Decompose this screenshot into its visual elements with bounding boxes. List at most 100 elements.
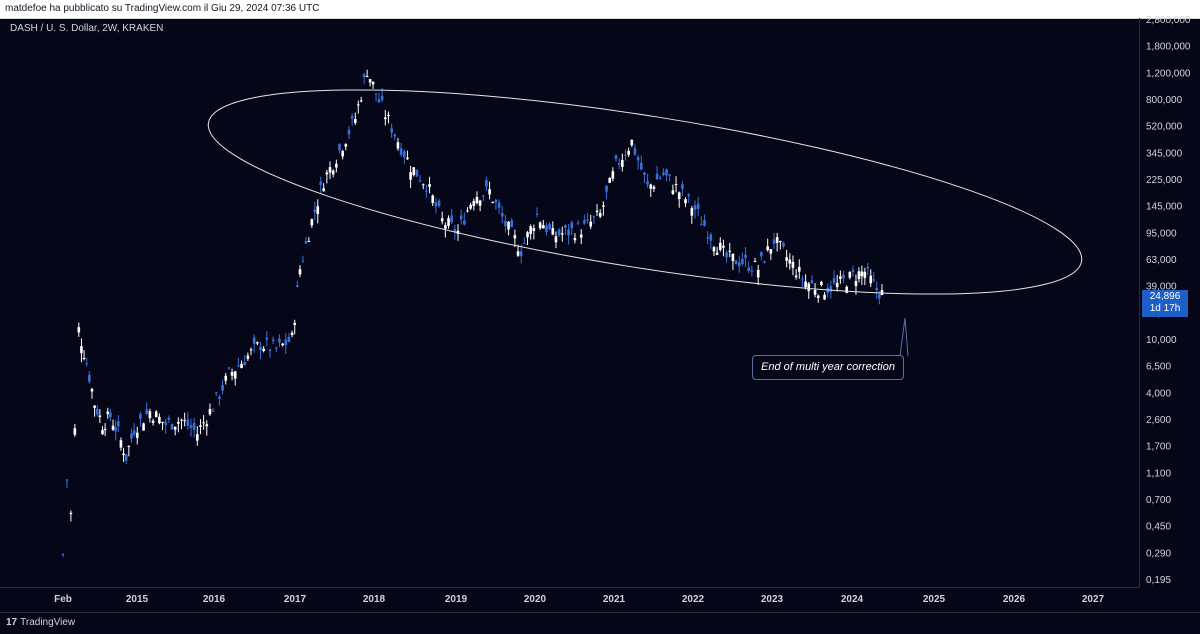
candle-body	[529, 226, 532, 234]
candle-body	[696, 203, 700, 209]
candle-body	[760, 252, 763, 257]
time-tick-label: Feb	[54, 594, 72, 605]
candle-body	[731, 253, 735, 262]
candle-body	[671, 190, 675, 194]
candle-body	[262, 348, 265, 352]
candle-body	[440, 218, 444, 222]
candle-body	[797, 267, 801, 272]
candle-body	[466, 210, 469, 212]
candle-body	[268, 349, 272, 352]
candle-body	[542, 224, 545, 229]
candle-body	[681, 184, 684, 189]
candle-body	[579, 234, 583, 238]
candle-body	[347, 129, 351, 135]
candle-body	[655, 173, 659, 180]
candle-body	[816, 295, 820, 299]
candle-body	[252, 337, 256, 344]
price-tick-label: 10,000	[1146, 335, 1177, 346]
candle-body	[586, 219, 589, 221]
candle-body	[551, 228, 555, 235]
price-tick-label: 800,000	[1146, 95, 1183, 106]
candle-body	[237, 365, 240, 367]
candle-body	[835, 282, 839, 288]
candle-body	[617, 162, 621, 165]
candle-body	[69, 512, 73, 515]
candle-body	[167, 417, 171, 420]
candle-body	[662, 172, 665, 175]
candle-body	[183, 420, 186, 422]
candle-body	[598, 212, 602, 217]
chart-pane[interactable]	[0, 18, 1140, 588]
candle-body	[227, 367, 231, 369]
time-tick-label: 2021	[603, 594, 626, 605]
candle-body	[73, 428, 77, 435]
candle-body	[472, 200, 476, 207]
candle-body	[316, 206, 320, 214]
candle-body	[310, 219, 314, 226]
candle-body	[186, 419, 190, 426]
candle-body	[750, 270, 754, 272]
candle-body	[132, 430, 136, 435]
candle-body	[148, 411, 152, 419]
candle-body	[158, 416, 161, 424]
candle-body	[173, 426, 177, 430]
candle-body	[233, 371, 237, 379]
candle-body	[418, 180, 422, 182]
candle-body	[869, 275, 873, 284]
candle-body	[567, 229, 570, 236]
tradingview-logo[interactable]: 17 TradingView	[6, 617, 75, 628]
candle-body	[278, 338, 281, 343]
candle-body	[135, 432, 139, 438]
time-tick-label: 2019	[445, 594, 468, 605]
candle-body	[298, 269, 302, 275]
candle-body	[211, 410, 215, 412]
candle-body	[583, 220, 586, 224]
candle-body	[545, 225, 548, 232]
candle-body	[775, 236, 779, 244]
candle-body	[878, 294, 881, 299]
candle-body	[208, 409, 212, 415]
price-tick-label: 39,000	[1146, 282, 1177, 293]
annotation-note[interactable]: End of multi year correction	[752, 355, 904, 380]
candle-body	[497, 202, 501, 208]
last-price-badge: 24,896 1d 17h	[1142, 290, 1188, 317]
candle-body	[589, 221, 593, 227]
candle-body	[842, 274, 845, 279]
candle-body	[161, 421, 164, 424]
candle-body	[122, 453, 125, 456]
candle-body	[478, 200, 482, 206]
candle-body	[494, 200, 498, 203]
candle-body	[690, 208, 694, 216]
candle-body	[393, 134, 397, 137]
candle-body	[652, 186, 656, 189]
time-tick-label: 2027	[1082, 594, 1105, 605]
candle-body	[646, 181, 649, 185]
candle-body	[287, 336, 291, 342]
ellipse-shape[interactable]	[197, 48, 1094, 336]
candle-body	[434, 202, 438, 207]
time-tick-label: 2026	[1003, 594, 1026, 605]
candle-body	[614, 155, 618, 159]
candle-body	[860, 271, 864, 277]
candle-body	[103, 428, 107, 431]
candle-body	[459, 215, 463, 220]
candle-body	[513, 235, 517, 239]
time-tick-label: 2018	[363, 594, 386, 605]
candle-body	[475, 197, 479, 204]
candle-body	[851, 269, 855, 273]
candle-body	[151, 420, 155, 423]
candle-body	[832, 278, 836, 283]
candle-body	[453, 229, 457, 233]
logo-icon: 17	[6, 617, 18, 628]
candle-body	[744, 254, 747, 259]
candle-body	[415, 169, 419, 177]
price-tick-label: 4,000	[1146, 388, 1171, 399]
candle-body	[301, 260, 305, 262]
time-tick-label: 2024	[841, 594, 864, 605]
candle-body	[180, 419, 183, 421]
candle-body	[602, 205, 605, 207]
candle-body	[374, 93, 378, 95]
candle-body	[80, 346, 83, 354]
candle-body	[111, 425, 115, 430]
